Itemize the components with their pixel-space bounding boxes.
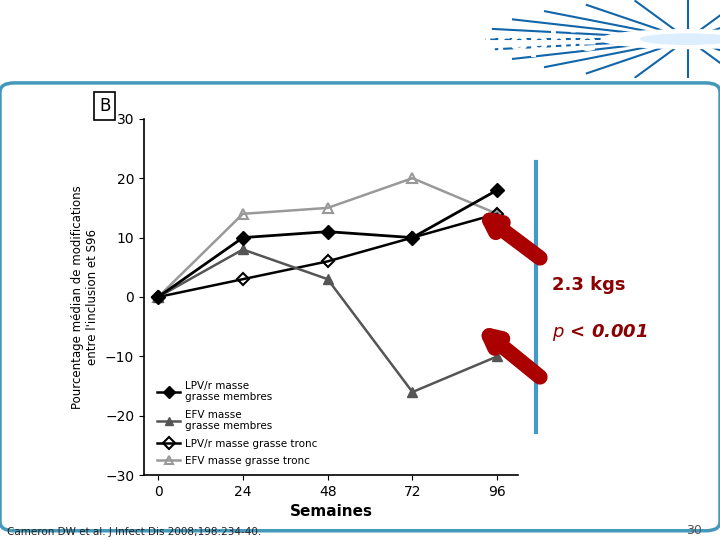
Text: $p$ < 0.001: $p$ < 0.001 [552, 322, 647, 342]
Legend: LPV/r masse
grasse membres, EFV masse
grasse membres, LPV/r masse grasse tronc, : LPV/r masse grasse membres, EFV masse gr… [153, 376, 322, 470]
EFV masse grasse tronc [154, 294, 163, 300]
FancyBboxPatch shape [0, 83, 720, 531]
Line: EFV masse
grasse membres: EFV masse grasse membres [153, 245, 502, 397]
Line: LPV/r masse grasse tronc: LPV/r masse grasse tronc [154, 210, 501, 301]
LPV/r masse grasse tronc [408, 234, 417, 241]
Text: 2.3 kgs: 2.3 kgs [552, 275, 625, 294]
Line: LPV/r masse
grasse membres: LPV/r masse grasse membres [153, 185, 502, 302]
Text: B: B [99, 97, 110, 116]
LPV/r masse grasse tronc [323, 258, 332, 265]
Y-axis label: Pourcentage médian de modifications
entre l'inclusion et S96: Pourcentage médian de modifications entr… [71, 185, 99, 409]
EFV masse grasse tronc [323, 205, 332, 211]
EFV masse
grasse membres [408, 389, 417, 395]
Text: Cameron DW et al. J Infect Dis 2008;198:234-40.: Cameron DW et al. J Infect Dis 2008;198:… [7, 527, 261, 537]
EFV masse
grasse membres [493, 353, 502, 360]
Circle shape [641, 34, 720, 44]
Line: EFV masse grasse tronc: EFV masse grasse tronc [153, 173, 502, 302]
LPV/r masse
grasse membres [238, 234, 247, 241]
EFV masse grasse tronc [408, 175, 417, 181]
LPV/r masse grasse tronc [238, 276, 247, 282]
LPV/r masse
grasse membres [493, 187, 502, 193]
X-axis label: Semaines: Semaines [289, 504, 373, 519]
LPV/r masse
grasse membres [323, 228, 332, 235]
EFV masse
grasse membres [154, 294, 163, 300]
Circle shape [601, 30, 720, 49]
Text: 30: 30 [686, 524, 702, 537]
EFV masse grasse tronc [493, 211, 502, 217]
LPV/r masse
grasse membres [154, 294, 163, 300]
LPV/r masse grasse tronc [493, 211, 502, 217]
EFV masse grasse tronc [238, 211, 247, 217]
EFV masse
grasse membres [323, 276, 332, 282]
LPV/r masse grasse tronc [154, 294, 163, 300]
LPV/r masse
grasse membres [408, 234, 417, 241]
EFV masse
grasse membres [238, 246, 247, 253]
Text: Diminution du risque de lipoatrophie: Diminution du risque de lipoatrophie [18, 29, 597, 57]
